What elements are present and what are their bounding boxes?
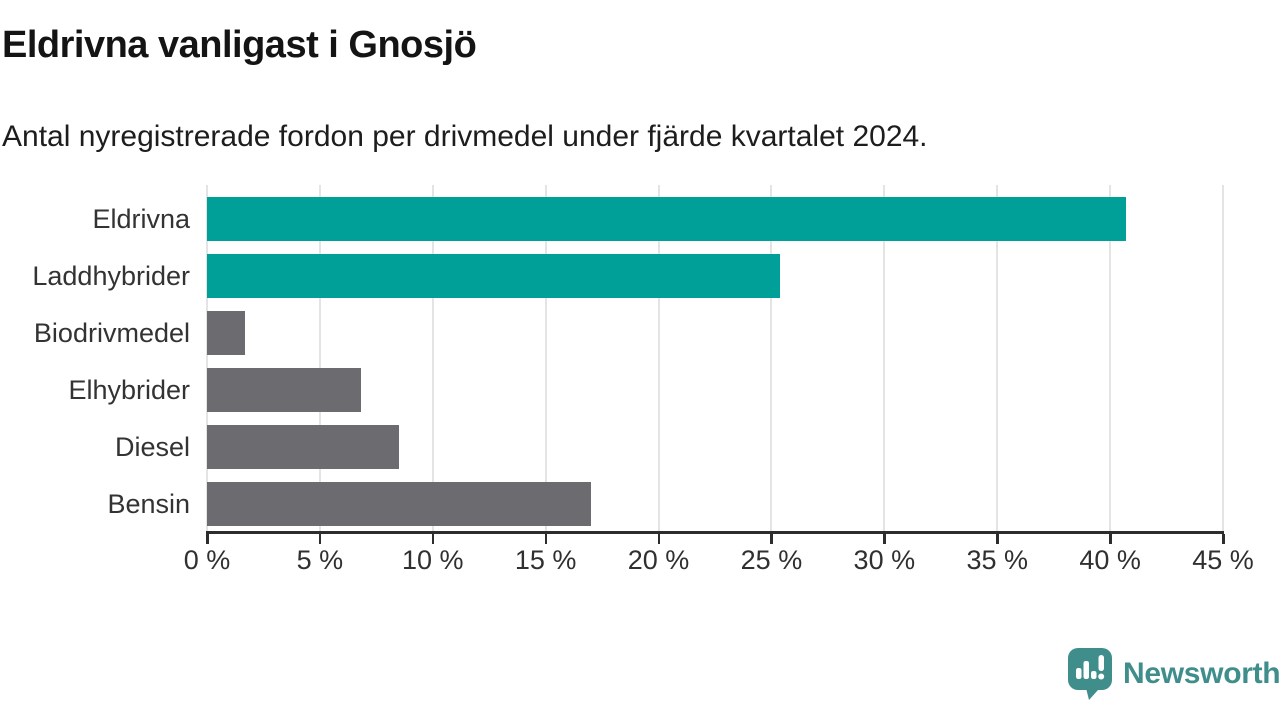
x-axis-line [206,531,1224,534]
category-label-laddhybrider: Laddhybrider [32,261,190,291]
newsworthy-wordmark: Newsworthy [1123,657,1280,690]
gridline-10 [431,185,434,531]
category-label-eldrivna: Eldrivna [92,204,190,234]
category-label-diesel: Diesel [114,432,190,462]
x-tick-label-30: 30 % [853,545,916,575]
gridline-15 [544,185,547,531]
x-tick-label-40: 40 % [1079,545,1141,575]
bar-biodrivmedel [207,311,246,355]
x-axis-tick-15 [544,534,548,544]
x-tick-label-15: 15 % [514,545,577,575]
x-axis-tick-30 [883,534,886,544]
bar-laddhybrider [207,254,781,298]
gridline-25 [770,185,773,531]
category-label-elhybrider: Elhybrider [68,375,190,405]
x-axis-tick-20 [657,534,661,544]
category-label-bensin: Bensin [107,489,190,519]
x-tick-label-25: 25 % [740,545,803,575]
x-tick-label-20: 20 % [627,545,690,575]
gridline-35 [996,185,999,531]
gridline-0 [206,185,208,531]
category-label-biodrivmedel: Biodrivmedel [33,318,190,348]
x-axis-tick-0 [206,534,209,544]
x-axis-tick-40 [1109,534,1112,544]
x-tick-label-5: 5 % [296,545,344,575]
x-tick-label-35: 35 % [966,545,1028,575]
chart-subtitle: Antal nyregistrerade fordon per drivmede… [2,120,928,153]
gridline-30 [883,185,886,531]
bar-eldrivna [207,197,1126,241]
chart-title: Eldrivna vanligast i Gnosjö [2,24,477,66]
x-tick-label-10: 10 % [401,545,464,575]
newsworthy-logo: Newsworthy [1066,646,1280,702]
gridline-45 [1222,185,1224,531]
bar-bensin [207,482,591,526]
x-axis-tick-10 [431,534,435,544]
x-tick-label-45: 45 % [1192,545,1254,575]
x-axis-tick-45 [1222,534,1225,544]
bar-elhybrider [207,368,361,412]
gridline-20 [657,185,660,531]
gridline-40 [1109,185,1112,531]
x-tick-label-0: 0 % [183,545,231,575]
x-axis-tick-25 [770,534,773,544]
newsworthy-bubble-chart-icon [1066,646,1114,702]
bar-diesel [207,425,399,469]
x-axis-tick-5 [318,534,322,544]
gridline-5 [318,185,321,531]
x-axis-tick-35 [996,534,999,544]
